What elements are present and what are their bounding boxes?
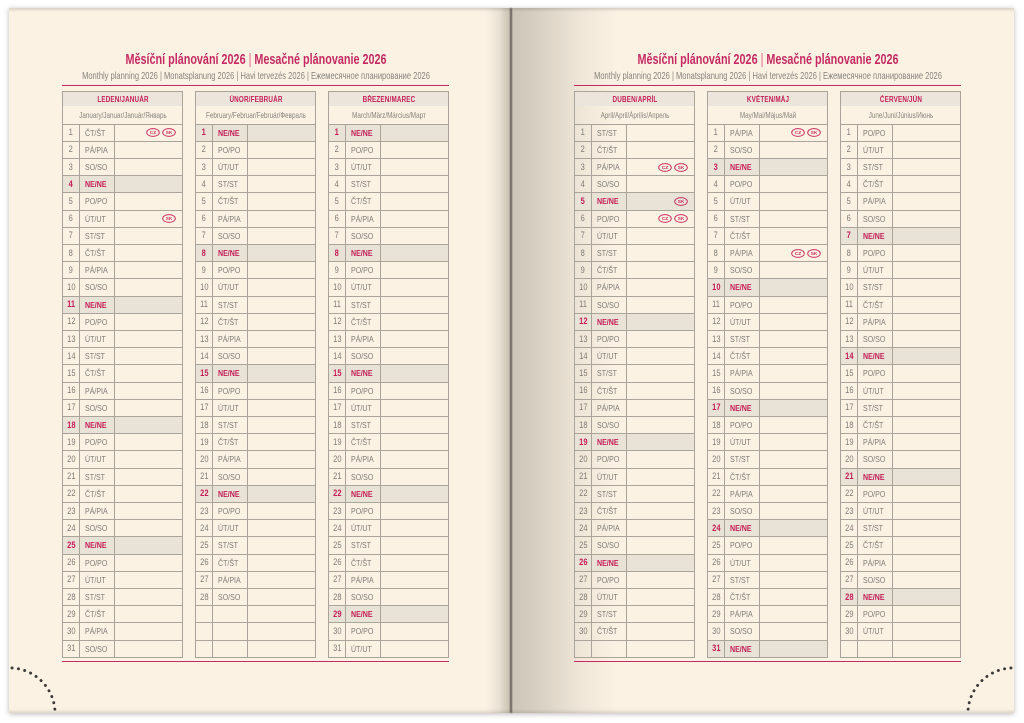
svg-text:SK: SK bbox=[678, 165, 685, 170]
svg-text:CZ: CZ bbox=[795, 130, 802, 135]
svg-text:SK: SK bbox=[678, 199, 685, 204]
svg-text:CZ: CZ bbox=[795, 251, 802, 256]
svg-text:SK: SK bbox=[811, 130, 818, 135]
svg-text:CZ: CZ bbox=[662, 165, 669, 170]
svg-text:SK: SK bbox=[678, 216, 685, 221]
svg-text:CZ: CZ bbox=[662, 216, 669, 221]
svg-text:SK: SK bbox=[166, 130, 173, 135]
svg-text:CZ: CZ bbox=[150, 130, 157, 135]
svg-text:SK: SK bbox=[166, 216, 173, 221]
svg-text:SK: SK bbox=[811, 251, 818, 256]
